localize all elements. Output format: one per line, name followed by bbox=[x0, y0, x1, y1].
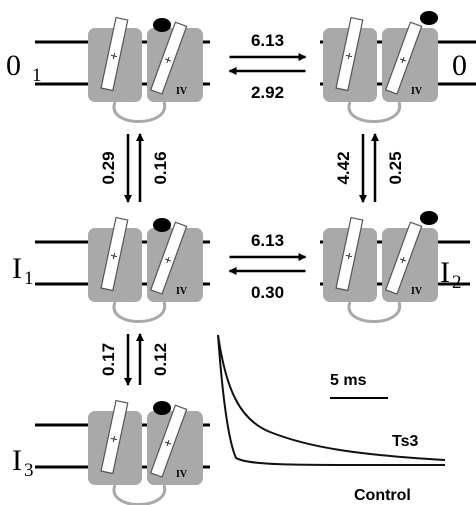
state-label: I bbox=[12, 252, 22, 285]
trace-control bbox=[217, 334, 446, 467]
linker-loop bbox=[112, 301, 167, 323]
linker-loop bbox=[112, 101, 167, 123]
helix bbox=[100, 399, 129, 475]
plus bbox=[347, 52, 351, 60]
channel: IV 0 1 bbox=[6, 16, 210, 123]
channel: IV I 1 bbox=[12, 216, 210, 323]
state-subscript: 1 bbox=[32, 65, 42, 86]
channel: IV I 2 bbox=[320, 211, 470, 323]
rate-backward: 0.16 bbox=[151, 151, 170, 184]
plus bbox=[112, 435, 116, 443]
helix bbox=[149, 21, 188, 95]
state-subscript: 2 bbox=[452, 272, 462, 293]
linker-loop bbox=[347, 301, 402, 323]
rate-forward: 0.29 bbox=[99, 151, 118, 184]
scale-label: 5 ms bbox=[330, 372, 367, 389]
domain-label: IV bbox=[411, 86, 423, 97]
trace-ts3 bbox=[217, 334, 446, 461]
linker-loop bbox=[347, 101, 402, 123]
rate-backward: 0.25 bbox=[386, 151, 405, 184]
state-label: 0 bbox=[452, 49, 467, 82]
inactivation-particle bbox=[420, 211, 438, 225]
helix bbox=[149, 404, 188, 478]
inactivation-particle bbox=[153, 218, 171, 232]
rate-forward: 4.42 bbox=[334, 151, 353, 184]
plus bbox=[166, 257, 170, 263]
helix bbox=[149, 221, 188, 295]
rate-forward: 0.17 bbox=[99, 343, 118, 376]
state-subscript: 3 bbox=[24, 460, 34, 481]
domain-label: IV bbox=[411, 286, 423, 297]
rate-forward: 6.13 bbox=[251, 31, 284, 50]
rate-backward: 2.92 bbox=[251, 83, 284, 102]
inactivation-particle bbox=[153, 18, 171, 32]
inactivation-particle bbox=[153, 401, 171, 415]
rate-forward: 6.13 bbox=[251, 231, 284, 250]
helix bbox=[384, 21, 423, 95]
domain-label: IV bbox=[176, 86, 188, 97]
inactivation-particle bbox=[420, 11, 438, 25]
state-label: I bbox=[440, 256, 450, 289]
domain-label: IV bbox=[176, 469, 188, 480]
helix bbox=[335, 16, 364, 92]
plus bbox=[347, 252, 351, 260]
channel: IV 0 bbox=[320, 11, 476, 123]
channel: IV I 3 bbox=[12, 399, 210, 505]
helix bbox=[384, 221, 423, 295]
state-label: 0 bbox=[6, 49, 21, 82]
plus bbox=[112, 252, 116, 260]
trace-label: Control bbox=[354, 487, 411, 504]
domain-label: IV bbox=[176, 286, 188, 297]
state-subscript: 1 bbox=[24, 268, 34, 289]
plus bbox=[112, 52, 116, 60]
plus bbox=[401, 257, 405, 263]
plus bbox=[166, 57, 170, 63]
state-label: I bbox=[12, 444, 22, 477]
helix bbox=[100, 216, 129, 292]
linker-loop bbox=[112, 484, 167, 505]
rate-backward: 0.12 bbox=[151, 343, 170, 376]
helix bbox=[335, 216, 364, 292]
plus bbox=[401, 57, 405, 63]
trace-label: Ts3 bbox=[392, 433, 418, 450]
plus bbox=[166, 440, 170, 446]
helix bbox=[100, 16, 129, 92]
rate-backward: 0.30 bbox=[251, 283, 284, 302]
